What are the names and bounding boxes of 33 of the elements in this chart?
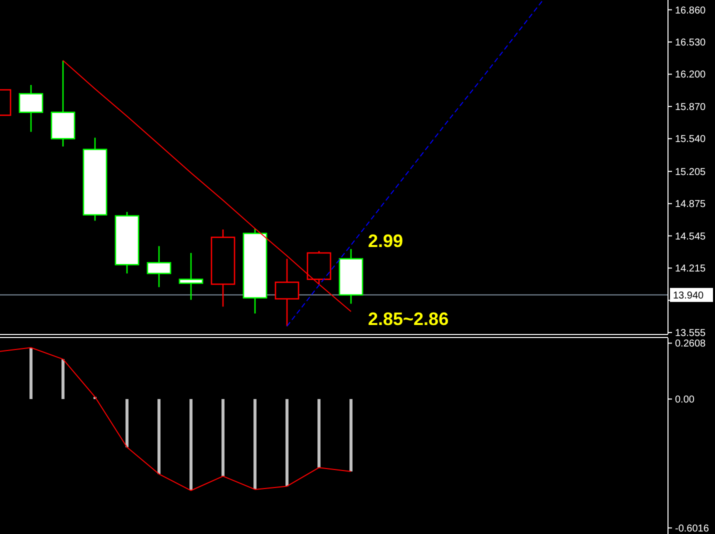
bar xyxy=(286,399,288,486)
candlestick xyxy=(146,245,172,288)
y-tick-label: 14.875 xyxy=(675,199,706,210)
annotation: 2.99 xyxy=(368,231,404,251)
y-tick-label: 16.530 xyxy=(675,37,706,48)
y-tick-label: 15.540 xyxy=(675,134,706,146)
candlestick xyxy=(18,84,44,132)
bar xyxy=(30,348,32,400)
y-tick-label: 15.205 xyxy=(675,166,706,178)
line-series xyxy=(62,60,352,312)
bar xyxy=(190,399,192,491)
y-tick-label: 0.2608 xyxy=(675,338,706,350)
bar xyxy=(158,399,160,474)
bar xyxy=(62,359,64,400)
y-tick-label: 0.00 xyxy=(675,394,695,406)
line-series xyxy=(0,347,352,492)
bar xyxy=(222,399,224,476)
y-tick-label: -0.6016 xyxy=(675,523,710,534)
y-tick-label: 14.215 xyxy=(675,264,706,275)
candlestick xyxy=(274,258,300,327)
y-tick-label: 16.200 xyxy=(675,70,706,81)
y-tick-label: 13.555 xyxy=(675,328,706,340)
bar xyxy=(126,399,128,448)
y-tick-label: 16.860 xyxy=(675,5,706,16)
line-series xyxy=(286,0,544,327)
y-tick-label: 14.545 xyxy=(675,231,706,242)
bar xyxy=(318,399,320,468)
ref-line-label: 13.940 xyxy=(673,290,704,302)
bar xyxy=(254,399,256,490)
y-tick-label: 15.870 xyxy=(675,102,706,113)
candlestick xyxy=(178,252,204,300)
annotation: 2.85~2.86 xyxy=(368,309,449,329)
bar xyxy=(350,399,352,472)
